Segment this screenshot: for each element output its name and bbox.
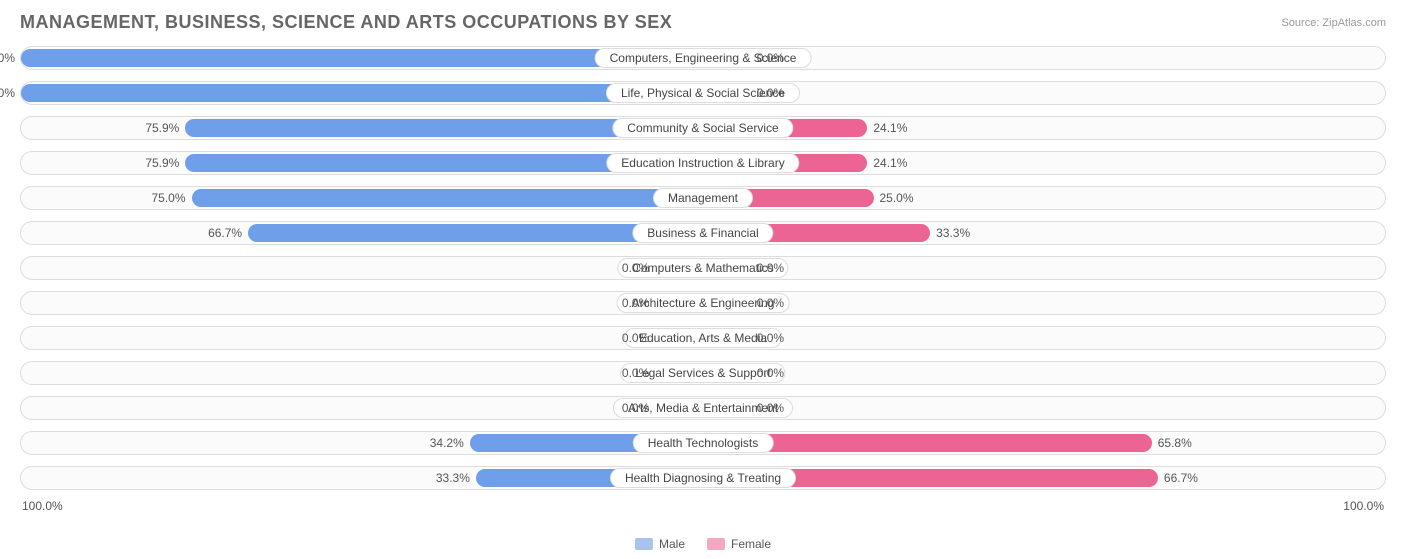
chart-row: Architecture & Engineering0.0%0.0% (20, 288, 1386, 318)
legend-female-label: Female (731, 537, 771, 551)
chart-row: Management 75.0% 25.0% (20, 183, 1386, 213)
female-value: 24.1% (867, 156, 907, 170)
chart-row: Education, Arts & Media0.0%0.0% (20, 323, 1386, 353)
male-value: 0.0% (622, 401, 655, 415)
legend: Male Female (635, 537, 771, 551)
male-value: 33.3% (436, 471, 476, 485)
chart-header: MANAGEMENT, BUSINESS, SCIENCE AND ARTS O… (20, 12, 1386, 33)
female-value: 0.0% (751, 86, 784, 100)
female-value: 33.3% (930, 226, 970, 240)
x-axis: 100.0% 100.0% (20, 499, 1386, 513)
chart-area: Computers, Engineering & Science100.0%0.… (20, 43, 1386, 493)
female-value: 0.0% (751, 401, 784, 415)
bar-track: Legal Services & Support0.0%0.0% (20, 361, 1386, 385)
chart-row: Community & Social Service 75.9% 24.1% (20, 113, 1386, 143)
axis-left-label: 100.0% (22, 499, 63, 513)
female-value: 0.0% (751, 51, 784, 65)
male-value: 75.9% (145, 156, 185, 170)
bar-track: Life, Physical & Social Science100.0%0.0… (20, 81, 1386, 105)
chart-row: Arts, Media & Entertainment0.0%0.0% (20, 393, 1386, 423)
female-value: 24.1% (867, 121, 907, 135)
male-value: 34.2% (430, 436, 470, 450)
category-label: Health Diagnosing & Treating (610, 468, 796, 488)
bar-track: Computers, Engineering & Science100.0%0.… (20, 46, 1386, 70)
bar-track: Arts, Media & Entertainment0.0%0.0% (20, 396, 1386, 420)
chart-row: Computers, Engineering & Science100.0%0.… (20, 43, 1386, 73)
category-label: Business & Financial (632, 223, 773, 243)
male-value: 75.0% (151, 191, 191, 205)
chart-row: Business & Financial 66.7% 33.3% (20, 218, 1386, 248)
male-value: 0.0% (622, 331, 655, 345)
legend-female: Female (707, 537, 771, 551)
category-label: Education Instruction & Library (606, 153, 799, 173)
male-value: 0.0% (622, 296, 655, 310)
male-bar (192, 189, 704, 207)
male-value: 75.9% (145, 121, 185, 135)
female-value: 65.8% (1152, 436, 1192, 450)
female-value: 0.0% (751, 366, 784, 380)
chart-source: Source: ZipAtlas.com (1281, 17, 1386, 29)
bar-track: Community & Social Service 75.9% 24.1% (20, 116, 1386, 140)
bar-track: Management 75.0% 25.0% (20, 186, 1386, 210)
chart-row: Legal Services & Support0.0%0.0% (20, 358, 1386, 388)
bar-track: Business & Financial 66.7% 33.3% (20, 221, 1386, 245)
female-value: 0.0% (751, 296, 784, 310)
axis-right-label: 100.0% (1343, 499, 1384, 513)
chart-row: Health Diagnosing & Treating 33.3% 66.7% (20, 463, 1386, 493)
male-value: 0.0% (622, 366, 655, 380)
male-bar (21, 84, 703, 102)
bar-track: Education Instruction & Library 75.9% 24.1… (20, 151, 1386, 175)
legend-male-label: Male (659, 537, 685, 551)
bar-track: Health Technologists 34.2% 65.8% (20, 431, 1386, 455)
legend-male: Male (635, 537, 685, 551)
chart-row: Health Technologists 34.2% 65.8% (20, 428, 1386, 458)
chart-title: MANAGEMENT, BUSINESS, SCIENCE AND ARTS O… (20, 12, 672, 33)
legend-male-swatch (635, 538, 653, 550)
legend-female-swatch (707, 538, 725, 550)
bar-track: Architecture & Engineering0.0%0.0% (20, 291, 1386, 315)
male-value: 100.0% (0, 51, 21, 65)
bar-track: Health Diagnosing & Treating 33.3% 66.7% (20, 466, 1386, 490)
male-value: 0.0% (622, 261, 655, 275)
male-value: 66.7% (208, 226, 248, 240)
female-value: 25.0% (874, 191, 914, 205)
female-value: 0.0% (751, 331, 784, 345)
chart-row: Computers & Mathematics0.0%0.0% (20, 253, 1386, 283)
chart-row: Life, Physical & Social Science100.0%0.0… (20, 78, 1386, 108)
male-value: 100.0% (0, 86, 21, 100)
bar-track: Computers & Mathematics0.0%0.0% (20, 256, 1386, 280)
chart-row: Education Instruction & Library 75.9% 24.1… (20, 148, 1386, 178)
bar-track: Education, Arts & Media0.0%0.0% (20, 326, 1386, 350)
category-label: Management (653, 188, 753, 208)
female-value: 66.7% (1158, 471, 1198, 485)
category-label: Health Technologists (633, 433, 774, 453)
female-value: 0.0% (751, 261, 784, 275)
category-label: Community & Social Service (612, 118, 793, 138)
